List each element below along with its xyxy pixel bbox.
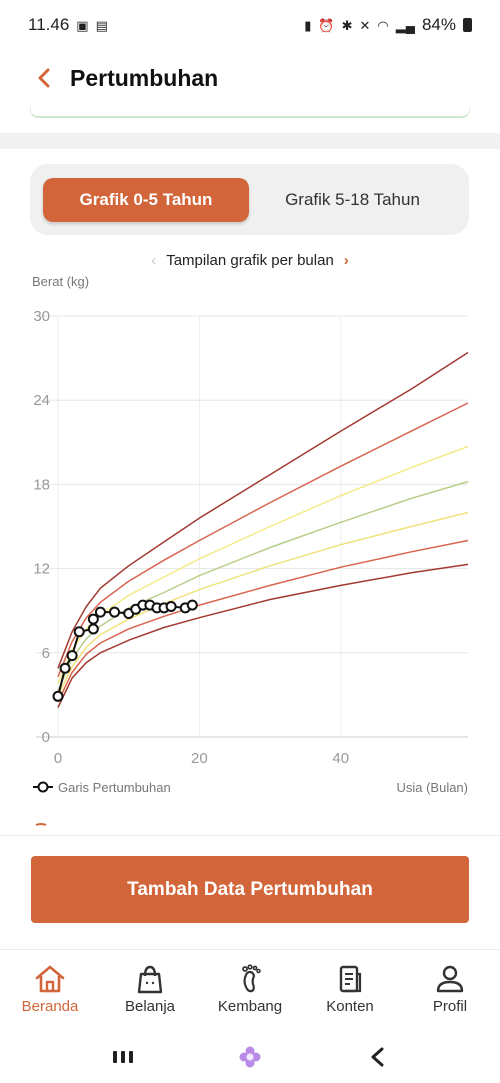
gallery-notification-icon: ▣ xyxy=(76,17,89,33)
battery-saver-icon: ▮ xyxy=(304,17,312,33)
y-tick-label: 12 xyxy=(33,561,50,578)
add-growth-data-button[interactable]: Tambah Data Pertumbuhan xyxy=(31,856,469,923)
section-divider xyxy=(0,835,500,836)
system-nav-bar xyxy=(0,1030,500,1083)
status-left: 11.46 ▣ ▤ xyxy=(28,15,108,35)
nav-item-belanja[interactable]: Belanja xyxy=(100,950,200,1029)
chevron-left-icon[interactable]: ‹ xyxy=(151,252,157,269)
y-tick-label: 6 xyxy=(42,645,50,662)
status-bar: 11.46 ▣ ▤ ▮ ⏰ ✱ ✕ ◠ ▂▄ 84% xyxy=(0,0,500,50)
growth-data-point xyxy=(186,599,198,611)
x-tick-label: 0 xyxy=(54,750,62,767)
growth-data-point xyxy=(87,613,99,625)
recent-apps-button[interactable] xyxy=(103,1042,143,1072)
y-tick-label: 0 xyxy=(42,729,50,746)
reference-curve-5 xyxy=(57,445,469,684)
x-axis-label: Usia (Bulan) xyxy=(396,780,468,795)
y-axis-label: Berat (kg) xyxy=(32,274,89,289)
growth-data-point xyxy=(109,606,121,618)
bluetooth-icon: ✱ xyxy=(341,17,353,33)
growth-series xyxy=(52,599,198,702)
growth-data-point xyxy=(87,623,99,635)
x-tick-label: 40 xyxy=(332,750,349,767)
nav-item-profil[interactable]: Profil xyxy=(400,950,500,1029)
reference-curve-1 xyxy=(57,563,469,708)
reference-curve-3 xyxy=(57,511,469,697)
legend-label: Garis Pertumbuhan xyxy=(58,780,171,795)
battery-icon xyxy=(463,18,472,32)
home-system-button[interactable] xyxy=(230,1042,270,1072)
page-title: Pertumbuhan xyxy=(70,64,219,91)
tab-5-18-years[interactable]: Grafik 5-18 Tahun xyxy=(285,189,420,209)
growth-data-point xyxy=(59,662,71,674)
recent-apps-icon xyxy=(113,1050,134,1063)
signal-icon: ▂▄ xyxy=(395,17,415,33)
legend: Garis Pertumbuhan xyxy=(33,780,171,795)
status-right: ▮ ⏰ ✱ ✕ ◠ ▂▄ 84% xyxy=(304,15,472,35)
tab-0-5-years[interactable]: Grafik 0-5 Tahun xyxy=(43,177,249,222)
back-arrow-icon xyxy=(38,68,50,88)
growth-data-point xyxy=(73,626,85,638)
y-tick-label: 18 xyxy=(33,476,50,493)
reference-curve-4 xyxy=(57,480,469,692)
next-item-edge xyxy=(35,823,47,826)
battery-percentage: 84% xyxy=(421,15,456,34)
reference-curve-2 xyxy=(57,539,469,703)
nav-item-konten[interactable]: Konten xyxy=(300,950,400,1029)
shop-notification-icon: ▤ xyxy=(95,17,108,33)
view-toggle-label: Tampilan grafik per bulan xyxy=(166,252,334,269)
nav-label-belanja: Belanja xyxy=(124,998,176,1015)
system-back-icon xyxy=(371,1047,384,1066)
x-tick-label: 20 xyxy=(191,750,208,767)
nav-item-kembang[interactable]: Kembang xyxy=(200,950,300,1029)
footprint-icon xyxy=(242,964,261,993)
mute-icon: ✕ xyxy=(359,17,371,33)
reference-curve-6 xyxy=(57,402,469,677)
reference-curve-7 xyxy=(57,351,469,669)
growth-chart: Berat (kg) 0 6 12 18 24 30 0 20 40 Garis Pertum… xyxy=(32,274,469,826)
article-icon xyxy=(339,965,362,993)
app-header: Pertumbuhan xyxy=(0,50,500,106)
section-separator xyxy=(0,133,500,149)
view-toggle: ‹ Tampilan grafik per bulan › xyxy=(0,252,500,269)
previous-card-edge xyxy=(30,106,470,118)
y-tick-label: 24 xyxy=(33,392,50,409)
nav-label-beranda: Beranda xyxy=(21,998,79,1015)
legend-marker xyxy=(37,781,49,793)
growth-data-point xyxy=(52,690,64,702)
bottom-nav: Beranda Belanja Kembang Konten xyxy=(0,949,500,1029)
chevron-right-icon[interactable]: › xyxy=(343,252,349,269)
shopping-bag-icon xyxy=(137,965,163,994)
home-icon xyxy=(35,965,65,993)
flower-home-icon xyxy=(239,1046,261,1067)
x-tick-labels: 0 20 40 xyxy=(54,750,349,767)
y-tick-label: 30 xyxy=(33,308,50,325)
nav-item-beranda[interactable]: Beranda xyxy=(0,950,100,1029)
back-button[interactable] xyxy=(24,58,64,98)
growth-data-point xyxy=(94,606,106,618)
alarm-icon: ⏰ xyxy=(318,17,335,33)
growth-data-point xyxy=(165,600,177,612)
system-back-button[interactable] xyxy=(357,1042,397,1072)
status-time: 11.46 xyxy=(28,15,70,34)
chart-range-tabs: Grafik 0-5 Tahun Grafik 5-18 Tahun xyxy=(30,164,469,235)
chart-grid xyxy=(36,315,468,738)
reference-curves xyxy=(57,351,469,708)
nav-label-profil: Profil xyxy=(432,998,468,1015)
growth-data-point xyxy=(66,650,78,662)
person-icon xyxy=(436,965,464,993)
y-tick-labels: 0 6 12 18 24 30 xyxy=(33,308,50,746)
wifi-icon: ◠ xyxy=(377,17,389,33)
nav-label-konten: Konten xyxy=(326,998,374,1015)
nav-label-kembang: Kembang xyxy=(217,998,283,1015)
